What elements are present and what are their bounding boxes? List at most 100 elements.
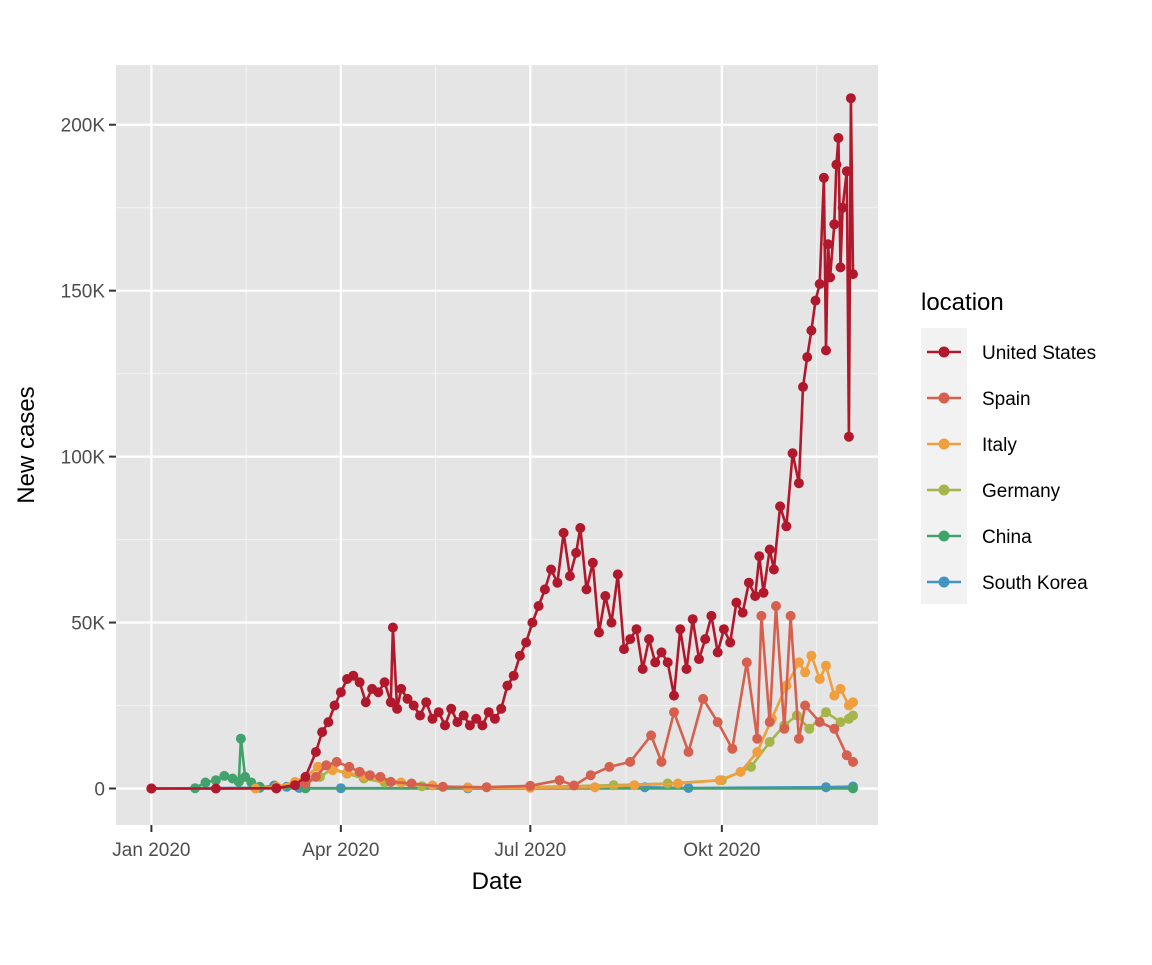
data-point-united-states <box>502 680 513 691</box>
y-tick-label: 200K <box>61 116 106 137</box>
legend-key-dot-spain <box>938 392 950 404</box>
data-point-united-states <box>564 571 575 582</box>
data-point-spain <box>698 693 709 704</box>
data-point-united-states <box>348 670 359 681</box>
data-point-united-states <box>415 710 425 721</box>
data-point-italy <box>313 761 323 772</box>
series-line-spain <box>151 604 854 790</box>
data-point-united-states <box>662 657 673 668</box>
data-point-united-states <box>558 527 569 538</box>
data-point-united-states <box>687 614 698 625</box>
legend: location United States Spain Italy Germany C… <box>921 289 1096 604</box>
data-point-united-states <box>594 627 604 638</box>
data-point-united-states <box>440 720 450 731</box>
data-point-united-states <box>823 239 833 250</box>
data-point-spain <box>437 781 448 792</box>
data-point-spain <box>814 717 825 728</box>
data-point-united-states <box>612 569 623 580</box>
data-point-united-states <box>737 607 748 618</box>
data-point-united-states <box>787 448 798 459</box>
data-point-germany <box>804 723 815 734</box>
data-point-spain <box>354 766 365 777</box>
data-point-united-states <box>831 159 842 170</box>
data-point-spain <box>785 610 796 621</box>
data-point-united-states <box>694 654 704 665</box>
data-point-united-states <box>477 720 488 731</box>
data-point-united-states <box>743 577 754 588</box>
data-point-united-states <box>421 697 432 708</box>
data-point-united-states <box>471 713 482 724</box>
data-point-united-states <box>379 677 390 688</box>
data-point-spain <box>712 717 723 728</box>
data-point-united-states <box>483 707 494 718</box>
series-spain <box>146 601 858 794</box>
data-point-united-states <box>669 690 679 701</box>
data-point-italy <box>629 780 640 791</box>
data-point-united-states <box>644 634 654 645</box>
data-point-spain <box>569 780 579 791</box>
data-point-united-states <box>323 717 334 728</box>
data-point-italy <box>735 766 746 777</box>
data-point-united-states <box>446 703 457 714</box>
data-point-china <box>219 770 230 781</box>
data-point-united-states <box>146 783 157 794</box>
data-point-united-states <box>835 262 846 273</box>
data-point-united-states <box>781 521 792 532</box>
data-point-united-states <box>731 597 742 608</box>
data-point-united-states <box>764 544 775 555</box>
data-point-united-states <box>829 219 840 230</box>
data-point-germany <box>848 710 858 721</box>
data-point-spain <box>841 750 852 761</box>
data-point-spain <box>656 756 667 767</box>
data-point-italy <box>821 660 831 671</box>
data-point-united-states <box>533 601 544 611</box>
legend-title: location <box>921 289 1004 316</box>
data-point-united-states <box>396 683 407 694</box>
y-tick-label: 0 <box>94 779 105 800</box>
legend-label-italy: Italy <box>982 435 1017 456</box>
data-point-united-states <box>681 664 692 674</box>
data-point-united-states <box>360 697 371 708</box>
x-tick-label: Jan 2020 <box>112 840 190 861</box>
data-point-united-states <box>433 707 444 718</box>
data-point-spain <box>554 775 565 786</box>
data-point-united-states <box>458 710 469 721</box>
data-point-spain <box>752 733 763 744</box>
data-point-spain <box>604 761 615 772</box>
data-point-united-states <box>335 687 346 698</box>
data-point-united-states <box>833 133 844 143</box>
data-point-italy <box>848 697 858 708</box>
data-point-spain <box>669 707 679 718</box>
data-point-united-states <box>650 657 661 668</box>
data-point-spain <box>756 610 767 621</box>
data-point-united-states <box>300 771 311 782</box>
data-point-spain <box>625 756 636 767</box>
data-point-united-states <box>387 622 398 633</box>
data-point-united-states <box>758 587 769 598</box>
data-point-united-states <box>452 717 463 728</box>
y-tick-label: 100K <box>61 448 106 469</box>
data-point-spain <box>848 756 858 767</box>
data-point-italy <box>752 747 763 757</box>
data-point-united-states <box>402 693 413 704</box>
data-point-united-states <box>843 431 854 442</box>
data-point-united-states <box>845 93 856 104</box>
data-point-italy <box>806 650 817 661</box>
data-point-italy <box>714 775 725 786</box>
data-point-united-states <box>317 727 328 738</box>
data-point-united-states <box>408 700 419 711</box>
data-point-united-states <box>806 325 817 336</box>
data-point-united-states <box>700 634 711 645</box>
data-point-united-states <box>310 747 321 757</box>
data-point-united-states <box>825 272 836 283</box>
data-point-united-states <box>625 634 636 645</box>
data-point-spain <box>741 657 752 668</box>
data-point-germany <box>764 737 775 747</box>
data-point-italy <box>835 683 846 694</box>
data-point-united-states <box>489 713 500 724</box>
data-point-china <box>235 733 246 744</box>
data-point-united-states <box>606 617 617 628</box>
data-point-united-states <box>802 352 813 363</box>
data-point-spain <box>646 730 657 741</box>
